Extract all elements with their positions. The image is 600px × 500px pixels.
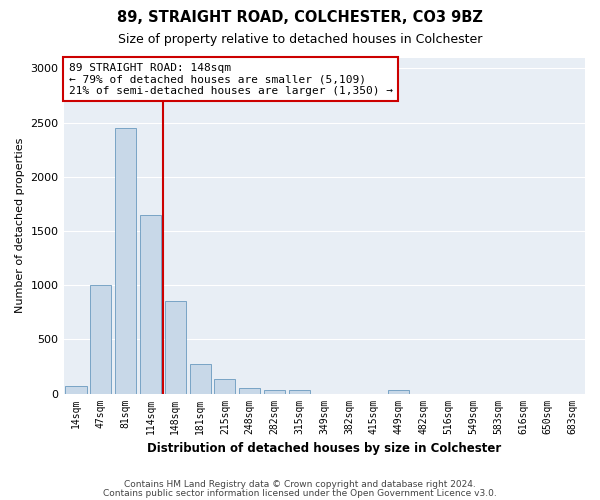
X-axis label: Distribution of detached houses by size in Colchester: Distribution of detached houses by size … xyxy=(147,442,502,455)
Bar xyxy=(115,128,136,394)
Bar xyxy=(140,214,161,394)
Bar xyxy=(214,380,235,394)
Bar xyxy=(289,390,310,394)
Bar xyxy=(90,285,112,394)
Bar xyxy=(65,386,86,394)
Text: Contains public sector information licensed under the Open Government Licence v3: Contains public sector information licen… xyxy=(103,488,497,498)
Bar xyxy=(190,364,211,394)
Text: Contains HM Land Registry data © Crown copyright and database right 2024.: Contains HM Land Registry data © Crown c… xyxy=(124,480,476,489)
Bar xyxy=(239,388,260,394)
Y-axis label: Number of detached properties: Number of detached properties xyxy=(15,138,25,313)
Text: Size of property relative to detached houses in Colchester: Size of property relative to detached ho… xyxy=(118,32,482,46)
Bar xyxy=(165,302,186,394)
Text: 89, STRAIGHT ROAD, COLCHESTER, CO3 9BZ: 89, STRAIGHT ROAD, COLCHESTER, CO3 9BZ xyxy=(117,10,483,25)
Bar xyxy=(388,390,409,394)
Bar xyxy=(264,390,285,394)
Text: 89 STRAIGHT ROAD: 148sqm
← 79% of detached houses are smaller (5,109)
21% of sem: 89 STRAIGHT ROAD: 148sqm ← 79% of detach… xyxy=(69,62,393,96)
